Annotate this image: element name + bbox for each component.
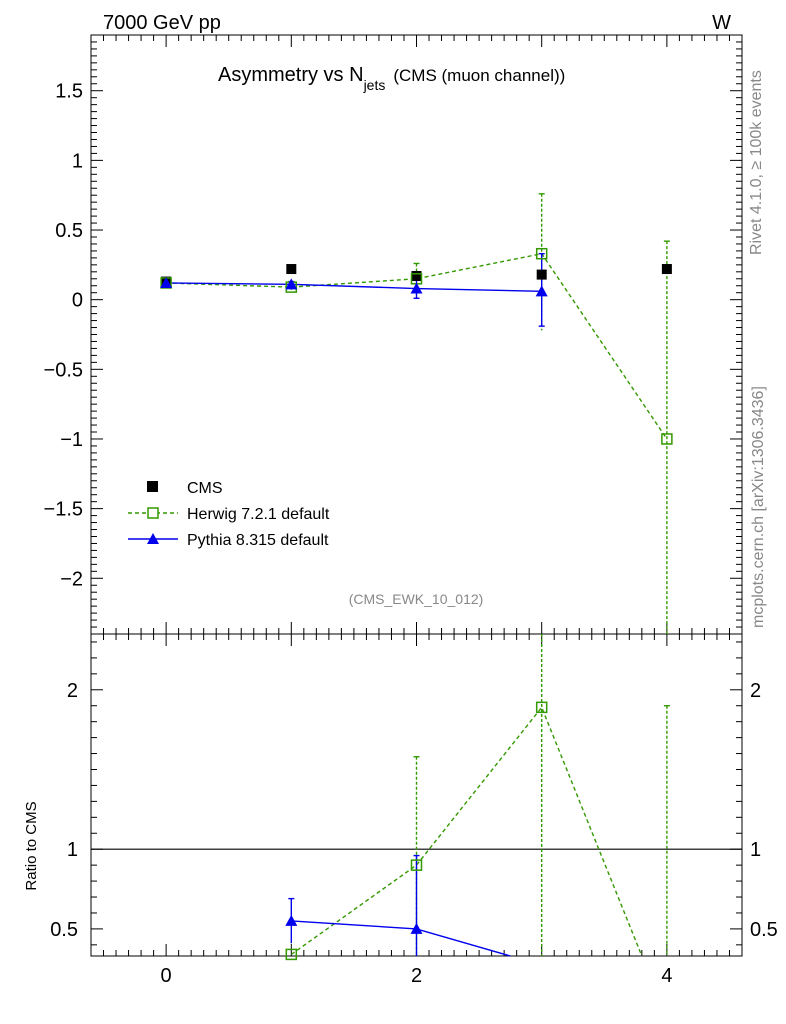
legend-cms-marker <box>147 481 158 492</box>
title-main-text: Asymmetry vs N <box>218 64 364 86</box>
herwig-ratio-point <box>285 948 298 961</box>
cms-point <box>286 264 297 275</box>
watermark: (CMS_EWK_10_012) <box>349 591 484 607</box>
ratio-axis-ticks: 2 2 1 1 0.5 0.5 0 2 4 <box>50 634 778 987</box>
ratio-y-tick-label: 0.5 <box>50 919 78 941</box>
ratio-y-tick-label-right: 1 <box>750 839 761 861</box>
legend-cms-label: CMS <box>187 480 223 497</box>
pythia-point <box>535 285 548 297</box>
herwig-ratio-point <box>410 859 423 871</box>
main-y-tick-label: −1.5 <box>44 499 83 521</box>
ratio-y-tick-label: 1 <box>67 839 78 861</box>
ratio-y-tick-label: 2 <box>67 680 78 702</box>
title-subscript: jets <box>363 77 386 93</box>
title-note: (CMS (muon channel)) <box>393 66 565 85</box>
header-left: 7000 GeV pp <box>103 12 221 34</box>
ratio-y-tick-label-right: 2 <box>750 680 761 702</box>
header-right: W <box>712 12 731 34</box>
x-tick-label: 2 <box>411 965 422 987</box>
legend-pythia-marker <box>147 533 159 544</box>
ratio-y-tick-label-right: 0.5 <box>750 919 778 941</box>
herwig-point <box>661 433 673 445</box>
cms-point <box>661 264 672 275</box>
main-series-group <box>160 193 673 634</box>
herwig-point <box>410 273 423 285</box>
ratio-ylabel: Ratio to CMS <box>23 801 40 890</box>
ratio-series-group <box>285 634 670 961</box>
pythia-ratio-point <box>410 922 423 934</box>
main-y-tick-label: 1 <box>72 150 83 172</box>
x-tick-label: 0 <box>161 965 172 987</box>
cms-point <box>536 269 547 280</box>
legend: CMS Herwig 7.2.1 default Pythia 8.315 de… <box>128 480 330 549</box>
main-y-tick-label: 1.5 <box>55 81 83 103</box>
main-y-tick-label: 0.5 <box>55 220 83 242</box>
herwig-point <box>535 247 548 260</box>
pythia-ratio-point <box>285 914 298 926</box>
pythia-line <box>166 282 542 293</box>
main-axis-ticks: 1.5 1 0.5 0 −0.5 −1 −1.5 −2 <box>44 35 742 634</box>
main-y-tick-label: 0 <box>72 290 83 312</box>
main-y-tick-label: −0.5 <box>44 359 83 381</box>
legend-pythia-label: Pythia 8.315 default <box>187 532 329 549</box>
herwig-ratio-line <box>290 705 643 957</box>
pythia-point <box>285 278 298 290</box>
main-y-tick-label: −1 <box>60 429 83 451</box>
x-tick-label: 4 <box>661 965 672 987</box>
cms-point <box>411 270 422 281</box>
pythia-point <box>160 276 173 288</box>
side-label-bottom: mcplots.cern.ch [arXiv:1306.3436] <box>750 386 767 628</box>
pythia-ratio-line <box>291 920 511 957</box>
legend-herwig-marker <box>147 507 159 519</box>
legend-herwig-label: Herwig 7.2.1 default <box>187 506 330 523</box>
herwig-ratio-point <box>535 701 548 714</box>
pythia-point <box>410 282 423 294</box>
main-y-tick-label: −2 <box>60 568 83 590</box>
side-label-top: Rivet 4.1.0, ≥ 100k events <box>748 70 765 255</box>
main-title: Asymmetry vs Njets (CMS (muon channel)) <box>218 64 565 93</box>
